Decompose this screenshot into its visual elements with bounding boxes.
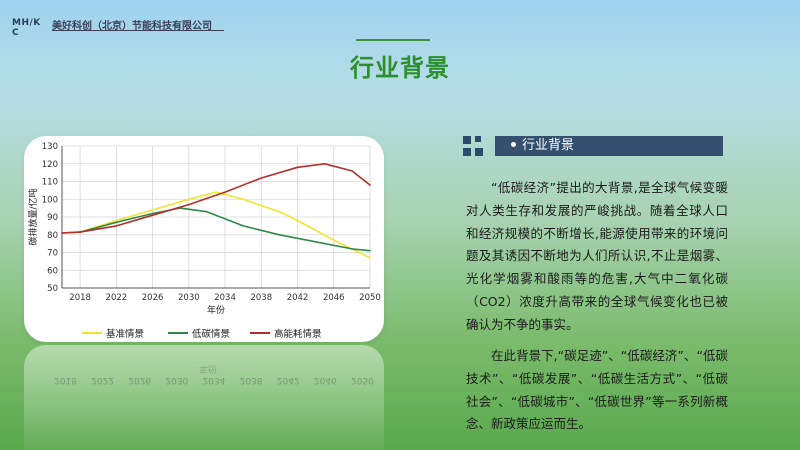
y-tick-label: 130 — [42, 142, 58, 152]
series-1-point — [332, 239, 335, 241]
x-tick-label: 2018 — [69, 293, 91, 303]
y-tick-label: 100 — [42, 195, 58, 205]
section-heading-bar: 行业背景 — [495, 136, 723, 156]
reflection-tick: 2038 — [239, 375, 263, 385]
x-tick-label: 2034 — [214, 293, 236, 303]
series-1-point — [188, 198, 190, 201]
reflection-tick: 2046 — [313, 375, 337, 385]
chart-card: 50 60 70 80 90 100 110 120 130 2018 2022 2026 2030 20… — [24, 136, 384, 342]
legend-label-3: 高能耗情景 — [274, 328, 322, 340]
series-2-point — [115, 221, 118, 224]
title-accent-line — [356, 39, 430, 41]
x-tick-label: 2046 — [323, 293, 345, 303]
series-2-point — [369, 249, 371, 252]
series-3-point — [151, 214, 154, 217]
series-3-point — [188, 203, 190, 206]
series-3-point — [224, 191, 226, 193]
paragraph-background: “低碳经济”提出的大背景,是全球气候变暖对人类生存和发展的严峻挑战。随着全球人口… — [466, 180, 728, 332]
y-tick-label: 110 — [42, 178, 58, 188]
x-axis-title: 年份 — [207, 304, 225, 316]
logo-text: MH/K C — [12, 18, 41, 38]
legend-label-2: 低碳情景 — [192, 328, 230, 340]
chart-reflection: 2018 2022 2026 2030 2034 2038 2042 2046 2050 年份 — [24, 345, 384, 450]
series-1-point — [215, 191, 217, 193]
y-tick-label: 50 — [47, 284, 58, 294]
x-tick-label: 2022 — [106, 293, 128, 303]
x-tick-label: 2050 — [359, 293, 381, 303]
bullet-dot-icon — [511, 142, 516, 147]
reflection-tick: 2050 — [351, 375, 374, 385]
x-tick-label: 2026 — [142, 293, 164, 303]
series-1-point — [115, 219, 118, 222]
section-grid-icon — [463, 136, 485, 158]
x-tick-label: 2038 — [250, 293, 272, 303]
page-title: 行业背景 — [350, 54, 450, 82]
reflection-tick-labels: 2018 2022 2026 2030 2034 2038 2042 2046 2050 — [54, 375, 374, 385]
series-3-point — [296, 166, 299, 169]
series-1-point — [242, 198, 244, 201]
series-line-2 — [61, 207, 371, 252]
series-1-point — [151, 209, 154, 211]
reflection-tick: 2018 — [54, 375, 77, 385]
y-tick-label: 70 — [47, 249, 58, 259]
y-axis-title: 碳排放量/亿吨 — [27, 188, 39, 245]
company-underline — [52, 30, 224, 31]
x-tick-label: 2042 — [287, 293, 309, 303]
y-tick-label: 60 — [47, 266, 58, 276]
company-name: 美好科创（北京）节能科技有限公司 — [52, 21, 212, 32]
legend-label-1: 基准情景 — [106, 328, 144, 340]
section-heading: 行业背景 — [522, 138, 575, 153]
series-1-point — [369, 257, 371, 259]
reflection-tick: 2026 — [128, 375, 152, 385]
y-tick-label: 120 — [42, 160, 58, 170]
series-1-point — [278, 210, 281, 213]
y-tick-label: 90 — [47, 213, 58, 223]
series-1-point — [296, 219, 299, 222]
series-3-point — [260, 177, 263, 179]
series-2-point — [242, 225, 244, 227]
series-2-point — [351, 248, 353, 250]
series-2-point — [314, 241, 317, 243]
series-2-point — [151, 212, 154, 215]
y-tick-label: 80 — [47, 231, 58, 241]
series-3-point — [369, 184, 371, 186]
series-3-point — [115, 225, 118, 227]
series-3-point — [351, 170, 353, 172]
reflection-tick: 2042 — [276, 375, 300, 385]
emissions-chart: 50 60 70 80 90 100 110 120 130 2018 2022 2026 2030 20… — [27, 142, 381, 340]
series-3-point — [79, 231, 81, 233]
x-tick-label: 2030 — [178, 293, 200, 303]
series-3-point — [323, 162, 326, 165]
reflection-tick: 2022 — [91, 375, 115, 385]
paragraph-concepts: 在此背景下,“碳足迹”、“低碳经济”、“低碳技术”、“低碳发展”、“低碳生活方式… — [466, 348, 728, 432]
series-3-point — [61, 232, 63, 234]
series-2-point — [206, 210, 208, 213]
series-2-point — [278, 233, 281, 236]
reflection-tick: 2030 — [165, 375, 189, 385]
reflection-tick: 2034 — [202, 375, 226, 385]
reflection-xlabel: 年份 — [199, 363, 218, 373]
